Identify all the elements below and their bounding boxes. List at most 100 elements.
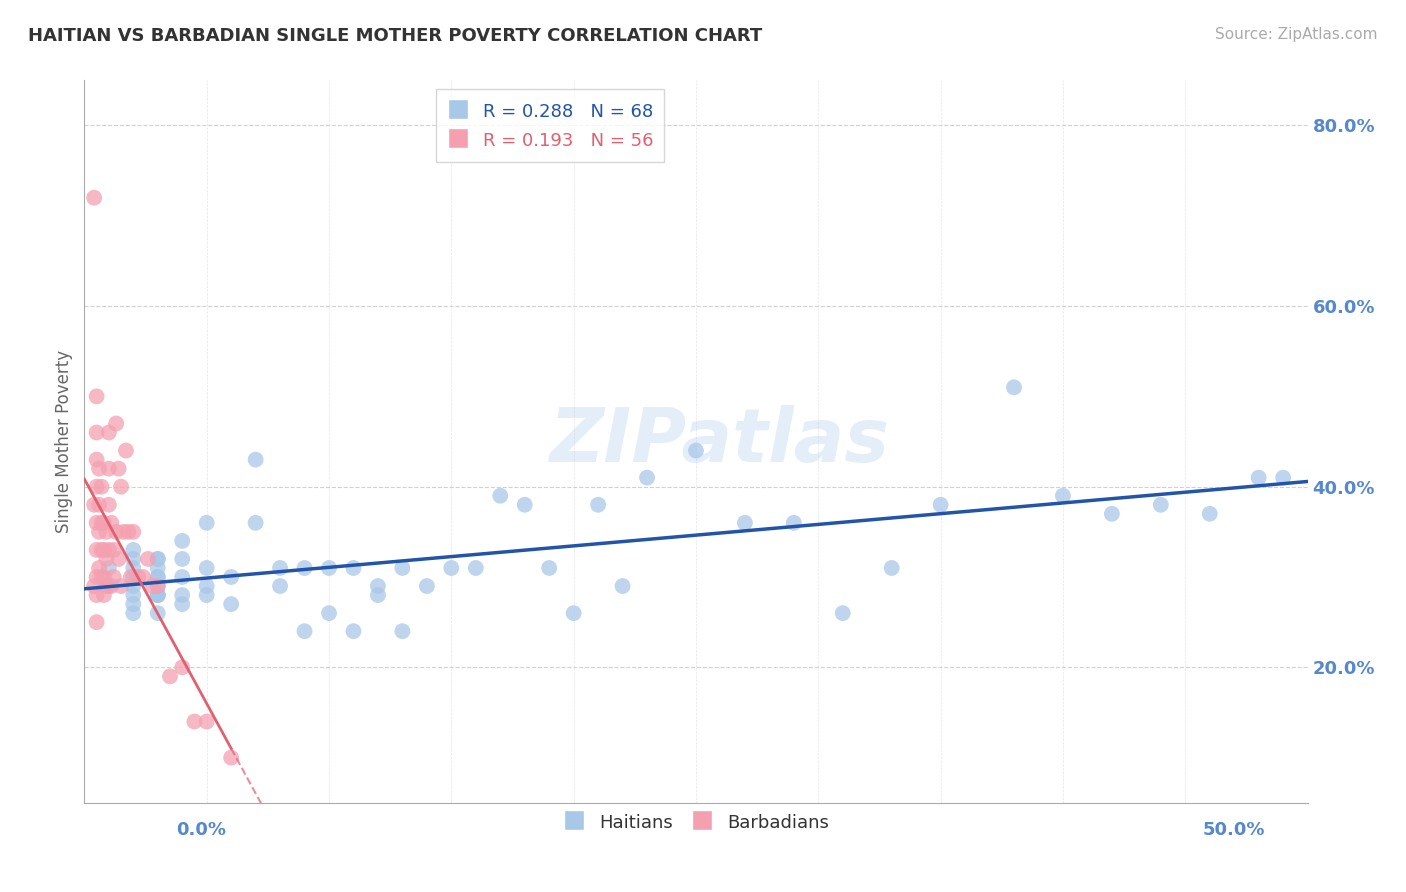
Point [86, 425, 108, 440]
Point [586, 498, 609, 512]
Point [1150, 498, 1173, 512]
Legend: Haitians, Barbadians: Haitians, Barbadians [553, 801, 839, 845]
Point [489, 489, 512, 503]
Point [269, 561, 291, 575]
Point [87, 461, 110, 475]
Point [136, 552, 159, 566]
Point [269, 579, 291, 593]
Point [107, 552, 129, 566]
Point [146, 579, 169, 593]
Point [112, 524, 135, 539]
Point [107, 461, 129, 475]
Point [1272, 471, 1295, 485]
Point [342, 624, 364, 639]
Point [122, 606, 145, 620]
Point [612, 579, 634, 593]
Point [391, 624, 413, 639]
Point [122, 597, 145, 611]
Point [195, 516, 218, 530]
Point [367, 579, 389, 593]
Point [100, 579, 122, 593]
Point [195, 588, 218, 602]
Text: Source: ZipAtlas.com: Source: ZipAtlas.com [1215, 27, 1378, 42]
Point [97, 425, 120, 440]
Point [90, 480, 112, 494]
Point [734, 516, 756, 530]
Text: 0.0%: 0.0% [176, 821, 226, 838]
Point [464, 561, 486, 575]
Point [538, 561, 561, 575]
Point [87, 498, 110, 512]
Point [172, 660, 194, 674]
Point [195, 714, 218, 729]
Text: 50.0%: 50.0% [1204, 821, 1265, 838]
Point [97, 542, 120, 557]
Point [87, 561, 110, 575]
Point [219, 597, 242, 611]
Point [117, 524, 139, 539]
Point [219, 750, 242, 764]
Point [86, 389, 108, 403]
Point [146, 606, 169, 620]
Point [86, 615, 108, 630]
Point [294, 561, 316, 575]
Point [831, 606, 853, 620]
Point [146, 552, 169, 566]
Point [929, 498, 952, 512]
Point [1002, 380, 1025, 394]
Point [146, 588, 169, 602]
Point [245, 516, 267, 530]
Point [342, 561, 364, 575]
Point [318, 606, 340, 620]
Point [122, 561, 145, 575]
Point [195, 579, 218, 593]
Point [86, 480, 108, 494]
Point [172, 588, 194, 602]
Point [159, 669, 181, 683]
Point [96, 552, 118, 566]
Point [86, 542, 108, 557]
Point [86, 588, 108, 602]
Point [440, 561, 463, 575]
Point [146, 552, 169, 566]
Point [103, 542, 125, 557]
Point [513, 498, 536, 512]
Point [172, 570, 194, 584]
Point [83, 579, 105, 593]
Point [146, 588, 169, 602]
Point [103, 570, 125, 584]
Point [122, 542, 145, 557]
Point [97, 579, 120, 593]
Point [783, 516, 806, 530]
Point [142, 579, 165, 593]
Point [97, 498, 120, 512]
Point [1198, 507, 1220, 521]
Point [110, 579, 132, 593]
Point [93, 516, 115, 530]
Point [90, 516, 112, 530]
Point [195, 561, 218, 575]
Point [97, 461, 120, 475]
Point [120, 570, 142, 584]
Point [1247, 471, 1270, 485]
Point [86, 452, 108, 467]
Point [146, 561, 169, 575]
Point [122, 524, 145, 539]
Point [86, 516, 108, 530]
Point [93, 570, 115, 584]
Point [245, 452, 267, 467]
Point [97, 561, 120, 575]
Point [122, 552, 145, 566]
Point [110, 480, 132, 494]
Y-axis label: Single Mother Poverty: Single Mother Poverty [55, 350, 73, 533]
Point [90, 570, 112, 584]
Point [90, 542, 112, 557]
Point [146, 588, 169, 602]
Point [132, 570, 155, 584]
Point [127, 570, 149, 584]
Point [685, 443, 707, 458]
Point [416, 579, 439, 593]
Point [93, 588, 115, 602]
Point [146, 570, 169, 584]
Point [172, 533, 194, 548]
